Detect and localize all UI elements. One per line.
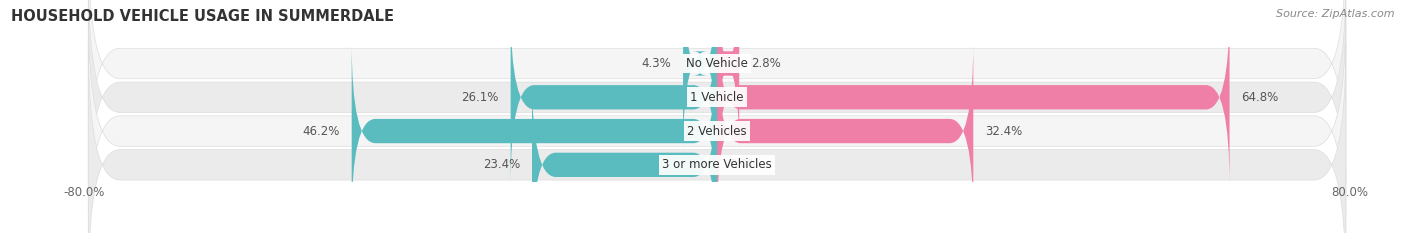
FancyBboxPatch shape xyxy=(510,8,717,186)
Text: 3 or more Vehicles: 3 or more Vehicles xyxy=(662,158,772,171)
Text: 2.8%: 2.8% xyxy=(751,57,780,70)
Text: 4.3%: 4.3% xyxy=(641,57,671,70)
FancyBboxPatch shape xyxy=(717,8,1229,186)
Text: 1 Vehicle: 1 Vehicle xyxy=(690,91,744,104)
Text: No Vehicle: No Vehicle xyxy=(686,57,748,70)
Text: 0.0%: 0.0% xyxy=(728,158,759,171)
Text: 2 Vehicles: 2 Vehicles xyxy=(688,125,747,137)
FancyBboxPatch shape xyxy=(89,11,1346,233)
Text: 23.4%: 23.4% xyxy=(482,158,520,171)
Text: 46.2%: 46.2% xyxy=(302,125,340,137)
Text: Source: ZipAtlas.com: Source: ZipAtlas.com xyxy=(1277,9,1395,19)
FancyBboxPatch shape xyxy=(89,0,1346,183)
FancyBboxPatch shape xyxy=(89,45,1346,233)
FancyBboxPatch shape xyxy=(89,0,1346,217)
Text: 26.1%: 26.1% xyxy=(461,91,499,104)
FancyBboxPatch shape xyxy=(717,42,973,220)
FancyBboxPatch shape xyxy=(683,0,717,153)
FancyBboxPatch shape xyxy=(531,76,717,233)
Text: 32.4%: 32.4% xyxy=(986,125,1022,137)
Text: HOUSEHOLD VEHICLE USAGE IN SUMMERDALE: HOUSEHOLD VEHICLE USAGE IN SUMMERDALE xyxy=(11,9,394,24)
FancyBboxPatch shape xyxy=(352,42,717,220)
Text: 64.8%: 64.8% xyxy=(1241,91,1278,104)
FancyBboxPatch shape xyxy=(716,0,741,153)
